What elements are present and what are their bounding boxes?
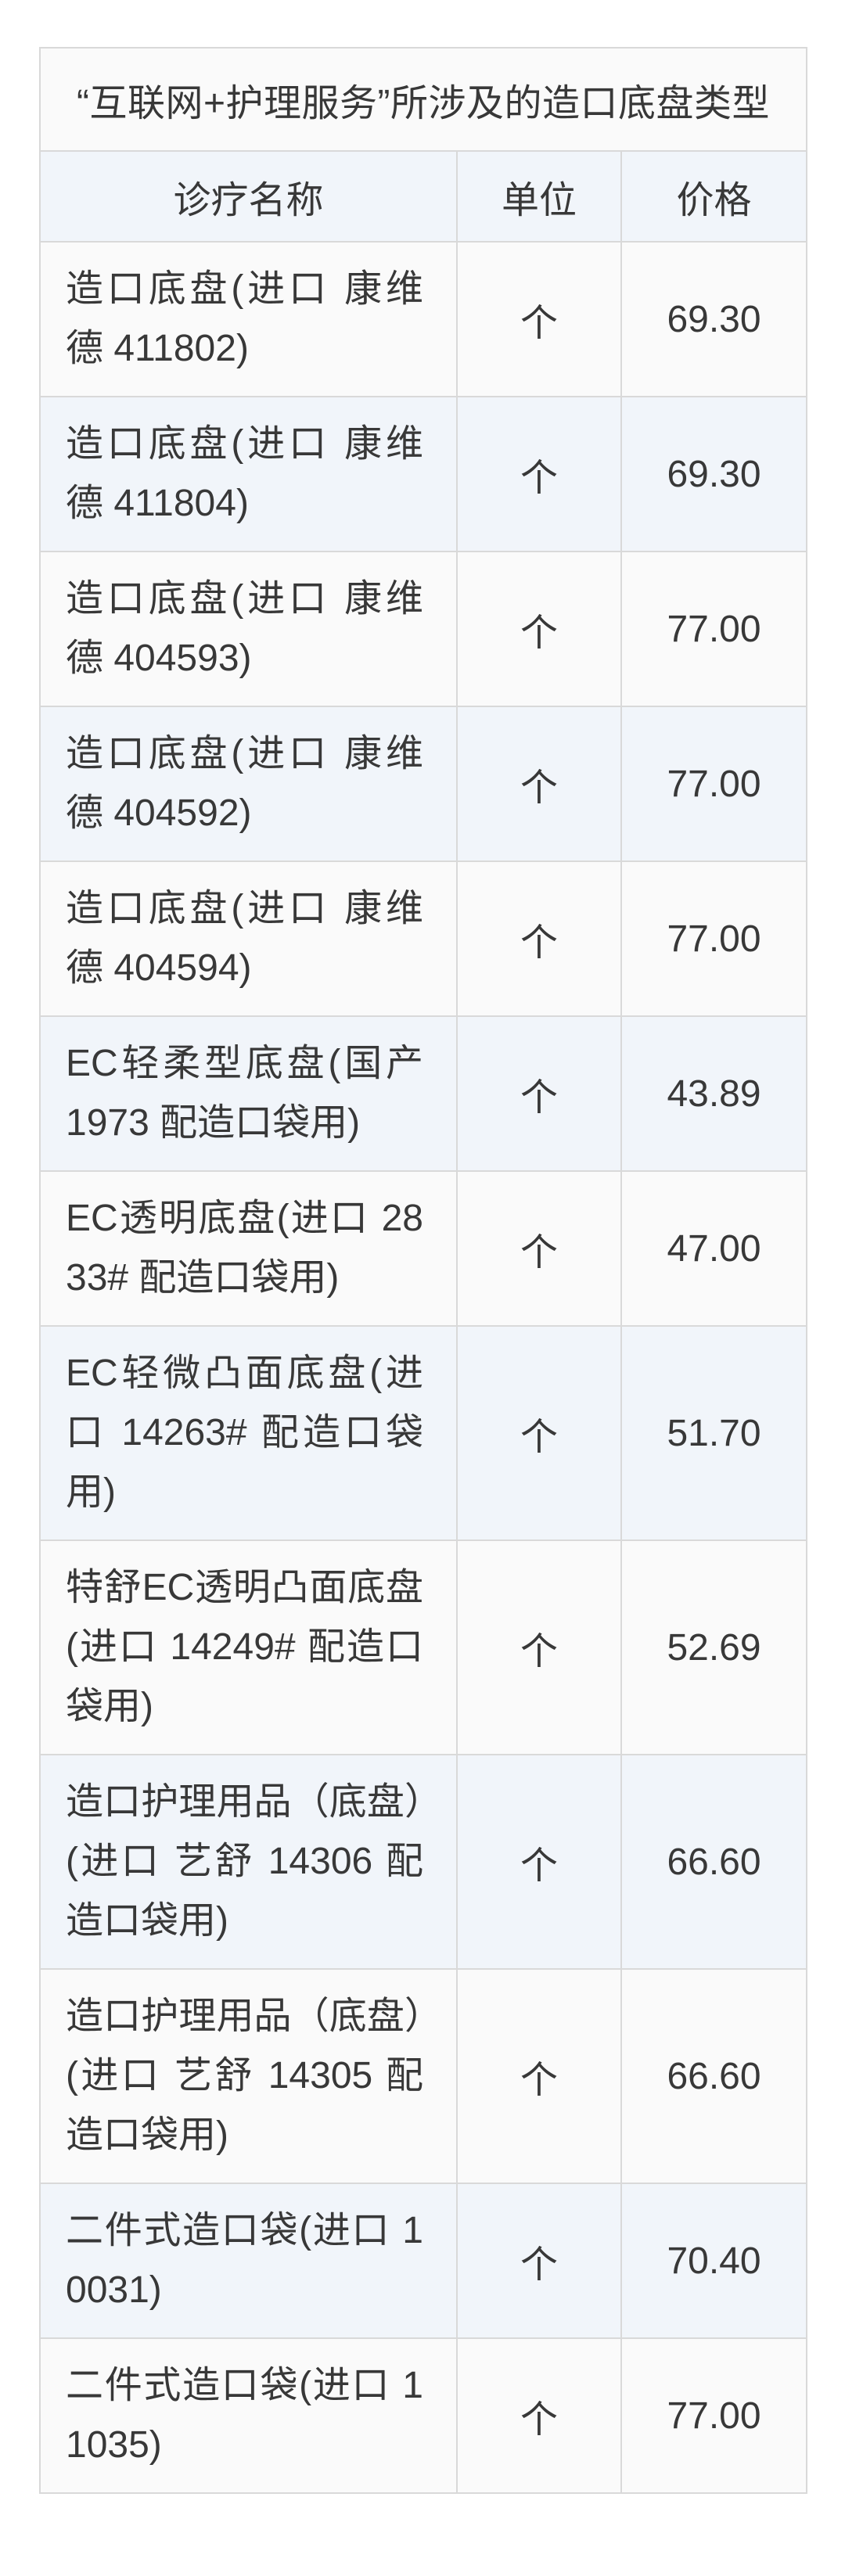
table-row: EC轻微凸面底盘(进口 14263# 配造口袋用) 个 51.70 [39, 1325, 807, 1541]
item-name: EC透明底盘(进口 2833# 配造口袋用) [39, 1170, 458, 1327]
column-header-unit: 单位 [456, 150, 622, 243]
table-row: 特舒EC透明凸面底盘(进口 14249# 配造口袋用) 个 52.69 [39, 1539, 807, 1755]
item-price: 47.00 [620, 1170, 807, 1327]
table-title-row: “互联网+护理服务”所涉及的造口底盘类型 [39, 47, 807, 152]
item-price: 52.69 [620, 1539, 807, 1755]
table-row: 造口底盘(进口 康维德 404593) 个 77.00 [39, 551, 807, 707]
table-title: “互联网+护理服务”所涉及的造口底盘类型 [39, 47, 807, 152]
item-name: 造口底盘(进口 康维德 404594) [39, 860, 458, 1017]
item-unit: 个 [456, 1325, 622, 1541]
item-unit: 个 [456, 1015, 622, 1172]
column-header-price: 价格 [620, 150, 807, 243]
item-unit: 个 [456, 1968, 622, 2184]
item-unit: 个 [456, 2337, 622, 2494]
stoma-baseplate-price-table: “互联网+护理服务”所涉及的造口底盘类型 诊疗名称 单位 价格 造口底盘(进口 … [39, 47, 807, 2494]
table-row: 二件式造口袋(进口 11035) 个 77.00 [39, 2337, 807, 2494]
item-price: 77.00 [620, 706, 807, 862]
item-price: 77.00 [620, 2337, 807, 2494]
table-row: EC轻柔型底盘(国产 1973 配造口袋用) 个 43.89 [39, 1015, 807, 1172]
item-price: 43.89 [620, 1015, 807, 1172]
item-unit: 个 [456, 1754, 622, 1970]
table-row: 造口底盘(进口 康维德 404594) 个 77.00 [39, 860, 807, 1017]
item-unit: 个 [456, 551, 622, 707]
table-row: 造口护理用品（底盘）(进口 艺舒 14305 配造口袋用) 个 66.60 [39, 1968, 807, 2184]
table-row: 造口护理用品（底盘）(进口 艺舒 14306 配造口袋用) 个 66.60 [39, 1754, 807, 1970]
item-price: 66.60 [620, 1754, 807, 1970]
item-unit: 个 [456, 2183, 622, 2339]
table-body: 造口底盘(进口 康维德 411802) 个 69.30 造口底盘(进口 康维德 … [39, 241, 807, 2494]
column-header-name: 诊疗名称 [39, 150, 458, 243]
item-name: 造口底盘(进口 康维德 404592) [39, 706, 458, 862]
item-unit: 个 [456, 1539, 622, 1755]
item-name: 造口护理用品（底盘）(进口 艺舒 14305 配造口袋用) [39, 1968, 458, 2184]
table-row: EC透明底盘(进口 2833# 配造口袋用) 个 47.00 [39, 1170, 807, 1327]
item-name: 造口底盘(进口 康维德 411804) [39, 396, 458, 552]
item-name: 二件式造口袋(进口 10031) [39, 2183, 458, 2339]
table-header-row: 诊疗名称 单位 价格 [39, 150, 807, 243]
item-name: 特舒EC透明凸面底盘(进口 14249# 配造口袋用) [39, 1539, 458, 1755]
table-row: 造口底盘(进口 康维德 404592) 个 77.00 [39, 706, 807, 862]
item-unit: 个 [456, 241, 622, 397]
table-row: 二件式造口袋(进口 10031) 个 70.40 [39, 2183, 807, 2339]
item-price: 51.70 [620, 1325, 807, 1541]
item-name: EC轻微凸面底盘(进口 14263# 配造口袋用) [39, 1325, 458, 1541]
item-unit: 个 [456, 396, 622, 552]
item-price: 66.60 [620, 1968, 807, 2184]
item-unit: 个 [456, 1170, 622, 1327]
table-row: 造口底盘(进口 康维德 411804) 个 69.30 [39, 396, 807, 552]
table-row: 造口底盘(进口 康维德 411802) 个 69.30 [39, 241, 807, 397]
item-name: 造口护理用品（底盘）(进口 艺舒 14306 配造口袋用) [39, 1754, 458, 1970]
item-price: 69.30 [620, 396, 807, 552]
item-name: 造口底盘(进口 康维德 404593) [39, 551, 458, 707]
item-name: 造口底盘(进口 康维德 411802) [39, 241, 458, 397]
item-price: 77.00 [620, 551, 807, 707]
item-price: 77.00 [620, 860, 807, 1017]
item-name: 二件式造口袋(进口 11035) [39, 2337, 458, 2494]
item-price: 70.40 [620, 2183, 807, 2339]
item-price: 69.30 [620, 241, 807, 397]
item-name: EC轻柔型底盘(国产 1973 配造口袋用) [39, 1015, 458, 1172]
item-unit: 个 [456, 860, 622, 1017]
item-unit: 个 [456, 706, 622, 862]
